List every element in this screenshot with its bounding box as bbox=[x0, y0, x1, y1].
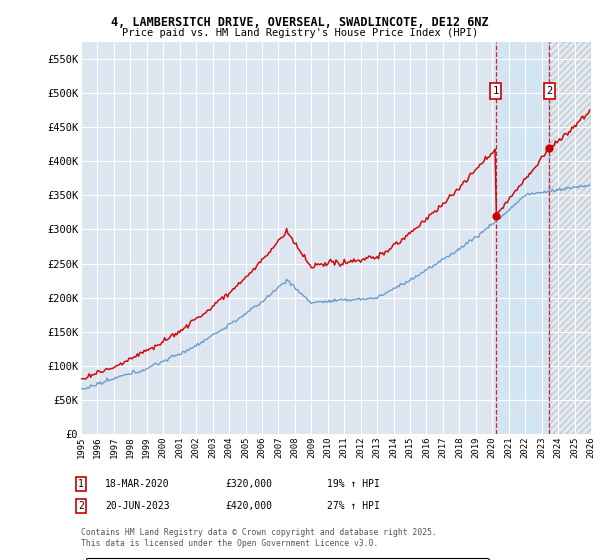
Legend: 4, LAMBERSITCH DRIVE, OVERSEAL, SWADLINCOTE, DE12 6NZ (detached house), HPI: Ave: 4, LAMBERSITCH DRIVE, OVERSEAL, SWADLINC… bbox=[86, 558, 489, 560]
Text: 18-MAR-2020: 18-MAR-2020 bbox=[105, 479, 170, 489]
Text: 20-JUN-2023: 20-JUN-2023 bbox=[105, 501, 170, 511]
Text: 4, LAMBERSITCH DRIVE, OVERSEAL, SWADLINCOTE, DE12 6NZ: 4, LAMBERSITCH DRIVE, OVERSEAL, SWADLINC… bbox=[111, 16, 489, 29]
Text: 1: 1 bbox=[493, 86, 499, 96]
Text: 2: 2 bbox=[78, 501, 84, 511]
Text: 27% ↑ HPI: 27% ↑ HPI bbox=[327, 501, 380, 511]
Bar bbox=[550, 42, 591, 434]
Text: £420,000: £420,000 bbox=[225, 501, 272, 511]
Text: £320,000: £320,000 bbox=[225, 479, 272, 489]
Bar bbox=[550, 42, 591, 434]
Text: 2: 2 bbox=[546, 86, 553, 96]
Text: Price paid vs. HM Land Registry's House Price Index (HPI): Price paid vs. HM Land Registry's House … bbox=[122, 28, 478, 38]
Text: 1: 1 bbox=[78, 479, 84, 489]
Text: 19% ↑ HPI: 19% ↑ HPI bbox=[327, 479, 380, 489]
Text: Contains HM Land Registry data © Crown copyright and database right 2025.
This d: Contains HM Land Registry data © Crown c… bbox=[81, 528, 437, 548]
Bar bbox=[496, 42, 550, 434]
